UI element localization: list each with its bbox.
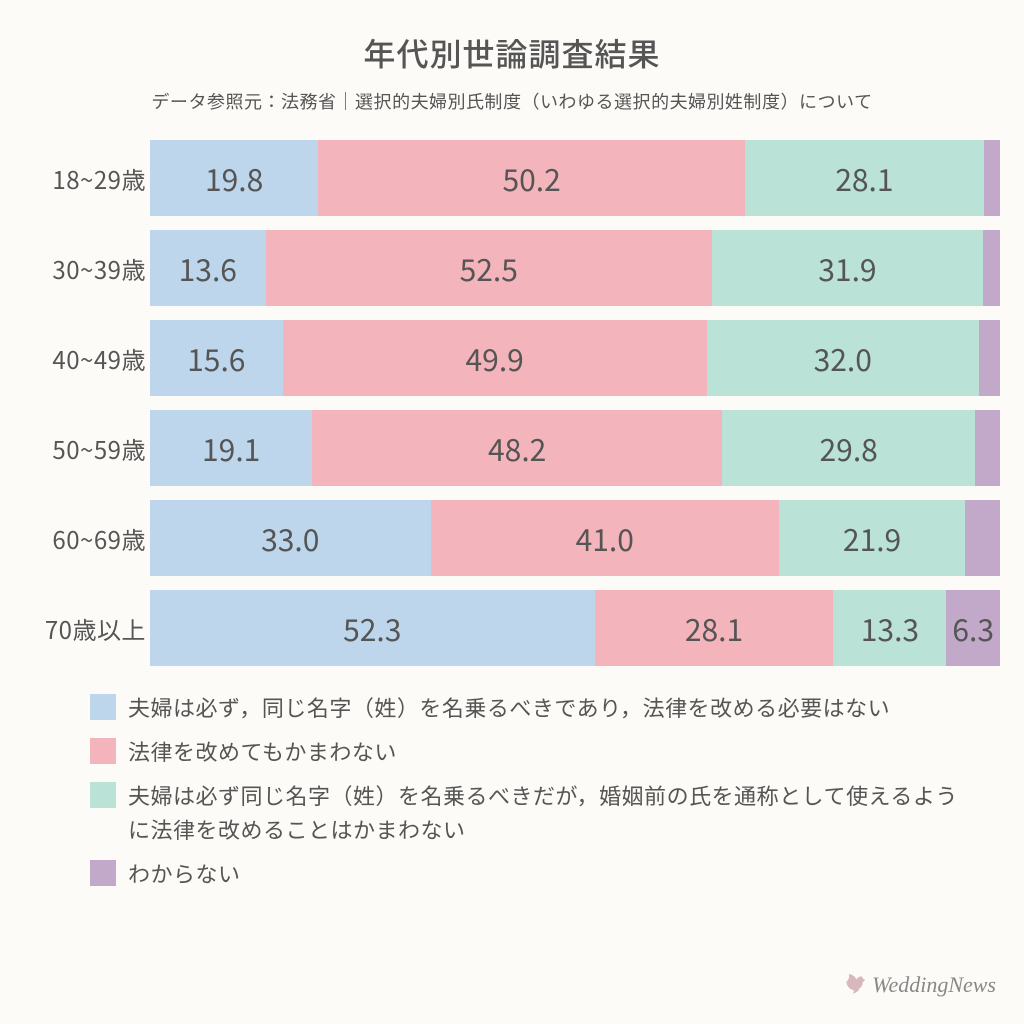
legend-text: 夫婦は必ず同じ名字（姓）を名乗るべきだが，婚姻前の氏を通称として使えるように法律… [128, 778, 964, 846]
chart-row: 30~39歳13.652.531.9 [14, 230, 1000, 306]
bar-segment: 31.9 [712, 230, 983, 306]
legend-item: 夫婦は必ず同じ名字（姓）を名乗るべきだが，婚姻前の氏を通称として使えるように法律… [90, 778, 964, 846]
stacked-bar: 19.850.228.1 [150, 140, 1000, 216]
legend-swatch [90, 860, 116, 886]
bar-segment: 28.1 [745, 140, 984, 216]
chart-row: 50~59歳19.148.229.8 [14, 410, 1000, 486]
bar-segment: 49.9 [283, 320, 707, 396]
bar-segment: 6.3 [946, 590, 1000, 666]
legend-swatch [90, 782, 116, 808]
chart-area: 18~29歳19.850.228.130~39歳13.652.531.940~4… [14, 140, 1000, 666]
brand-attribution: WeddingNews [840, 972, 996, 998]
bar-segment: 52.5 [266, 230, 712, 306]
row-label: 50~59歳 [14, 431, 150, 466]
legend-text: わからない [128, 856, 241, 890]
bar-segment: 15.6 [150, 320, 283, 396]
bar-segment: 52.3 [150, 590, 595, 666]
legend-swatch [90, 694, 116, 720]
bar-segment: 21.9 [779, 500, 965, 576]
bar-segment: 28.1 [595, 590, 834, 666]
stacked-bar: 52.328.113.36.3 [150, 590, 1000, 666]
legend-item: わからない [90, 856, 964, 890]
legend-item: 夫婦は必ず，同じ名字（姓）を名乗るべきであり，法律を改める必要はない [90, 690, 964, 724]
bar-segment [979, 320, 1000, 396]
stacked-bar: 13.652.531.9 [150, 230, 1000, 306]
bar-segment: 19.8 [150, 140, 318, 216]
legend: 夫婦は必ず，同じ名字（姓）を名乗るべきであり，法律を改める必要はない法律を改めて… [90, 690, 964, 890]
row-label: 40~49歳 [14, 341, 150, 376]
row-label: 60~69歳 [14, 521, 150, 556]
row-label: 30~39歳 [14, 251, 150, 286]
stacked-bar: 19.148.229.8 [150, 410, 1000, 486]
bar-segment: 33.0 [150, 500, 431, 576]
brand-text: WeddingNews [872, 972, 996, 998]
bar-segment: 19.1 [150, 410, 312, 486]
bar-segment: 48.2 [312, 410, 722, 486]
bar-segment: 29.8 [722, 410, 975, 486]
bar-segment: 13.6 [150, 230, 266, 306]
row-label: 18~29歳 [14, 161, 150, 196]
bar-segment [975, 410, 1000, 486]
bar-segment: 41.0 [431, 500, 780, 576]
chart-subtitle: データ参照元：法務省｜選択的夫婦別氏制度（いわゆる選択的夫婦別姓制度）について [0, 88, 1024, 114]
bar-segment: 13.3 [833, 590, 946, 666]
legend-swatch [90, 738, 116, 764]
chart-row: 70歳以上52.328.113.36.3 [14, 590, 1000, 666]
chart-row: 40~49歳15.649.932.0 [14, 320, 1000, 396]
stacked-bar: 15.649.932.0 [150, 320, 1000, 396]
stacked-bar: 33.041.021.9 [150, 500, 1000, 576]
chart-row: 60~69歳33.041.021.9 [14, 500, 1000, 576]
legend-text: 夫婦は必ず，同じ名字（姓）を名乗るべきであり，法律を改める必要はない [128, 690, 890, 724]
legend-item: 法律を改めてもかまわない [90, 734, 964, 768]
chart-row: 18~29歳19.850.228.1 [14, 140, 1000, 216]
dove-icon [840, 972, 866, 998]
row-label: 70歳以上 [14, 611, 150, 646]
bar-segment: 50.2 [318, 140, 745, 216]
bar-segment [983, 230, 1000, 306]
bar-segment: 32.0 [707, 320, 979, 396]
bar-segment [965, 500, 1000, 576]
chart-title: 年代別世論調査結果 [0, 30, 1024, 76]
legend-text: 法律を改めてもかまわない [128, 734, 397, 768]
bar-segment [984, 140, 1000, 216]
chart-container: 年代別世論調査結果 データ参照元：法務省｜選択的夫婦別氏制度（いわゆる選択的夫婦… [0, 0, 1024, 1024]
